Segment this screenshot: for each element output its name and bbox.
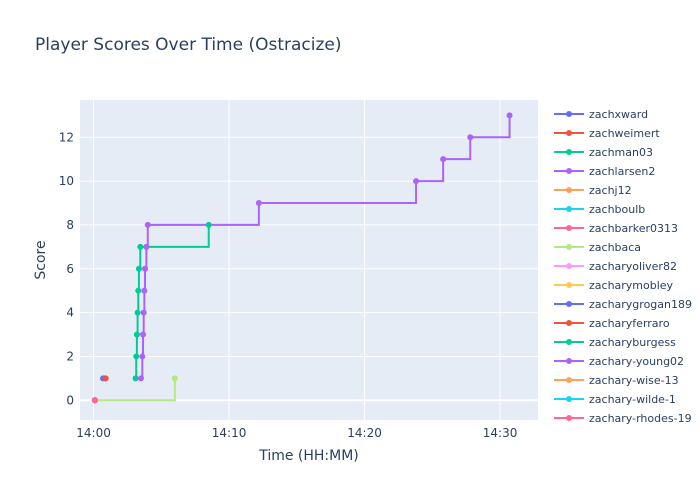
legend-item-zachxward[interactable]: zachxward [554,108,648,121]
legend-swatch-marker [566,339,572,345]
data-point-zachman03 [137,243,144,250]
legend-item-label: zacharygrogan189 [589,298,692,311]
data-point-zachman03 [133,331,140,338]
plot-background [80,100,538,420]
legend-item-zacharygrogan189[interactable]: zacharygrogan189 [554,298,692,311]
chart-title: Player Scores Over Time (Ostracize) [35,35,342,55]
x-axis-label: Time (HH:MM) [258,448,359,464]
legend-item-zachbarker0313[interactable]: zachbarker0313 [554,222,678,235]
legend-swatch-marker [566,377,572,383]
legend-item-zacharyferraro[interactable]: zacharyferraro [554,317,670,330]
series-line-zachbaca [94,378,176,402]
data-point-zachlarsen2 [142,265,149,272]
data-point-zachlarsen2 [413,178,420,185]
legend-item-zachj12[interactable]: zachj12 [554,184,632,197]
data-point-zachlarsen2 [140,309,147,316]
x-tick-labels: 14:00 14:10 14:20 14:30 [76,426,517,440]
legend-item-label: zachary-wise-13 [589,374,679,387]
data-point-zachlarsen2 [506,112,513,119]
legend-item-label: zachman03 [589,146,653,159]
legend-item-label: zachary-rhodes-19 [589,412,692,425]
legend-swatch-marker [566,320,572,326]
legend-swatch-marker [566,263,572,269]
legend-item-zacharyoliver82[interactable]: zacharyoliver82 [554,260,677,273]
legend[interactable]: zachxward zachweimert zachman03 zachlarsen2… [554,108,692,425]
y-tick-label: 2 [66,349,74,363]
legend-swatch-marker [566,415,572,421]
legend-swatch-marker [566,301,572,307]
legend-swatch-marker [566,225,572,231]
grid-lines [80,100,538,420]
legend-item-zachary-rhodes-19[interactable]: zachary-rhodes-19 [554,412,692,425]
legend-item-label: zacharyferraro [589,317,670,330]
data-point-zachlarsen2 [467,134,474,141]
legend-item-label: zacharyoliver82 [589,260,677,273]
legend-swatch-marker [566,358,572,364]
x-tick-label: 14:20 [347,426,382,440]
y-tick-label: 12 [59,130,74,144]
legend-item-zachlarsen2[interactable]: zachlarsen2 [554,165,655,178]
legend-swatch-marker [566,396,572,402]
data-point-zachlarsen2 [144,221,151,228]
data-point-zachbaca [171,375,178,382]
data-point-zachlarsen2 [140,331,147,338]
legend-item-zachboulb[interactable]: zachboulb [554,203,645,216]
legend-item-label: zachary-wilde-1 [589,393,676,406]
data-point-zachman03 [205,221,212,228]
legend-item-zacharyburgess[interactable]: zacharyburgess [554,336,676,349]
legend-item-zachman03[interactable]: zachman03 [554,146,653,159]
data-point-zachweimert [102,375,109,382]
data-point-zachlarsen2 [143,243,150,250]
legend-item-zachary-wise-13[interactable]: zachary-wise-13 [554,374,679,387]
legend-item-label: zachbaca [589,241,641,254]
y-tick-label: 0 [66,393,74,407]
legend-swatch-marker [566,244,572,250]
legend-item-label: zachlarsen2 [589,165,655,178]
y-tick-label: 4 [66,306,74,320]
legend-item-label: zachxward [589,108,648,121]
legend-item-zachary-wilde-1[interactable]: zachary-wilde-1 [554,393,676,406]
legend-items: zachxward zachweimert zachman03 zachlarsen2… [554,108,692,425]
legend-item-label: zacharymobley [589,279,674,292]
legend-item-zachweimert[interactable]: zachweimert [554,127,660,140]
legend-swatch-marker [566,206,572,212]
data-point-zachman03 [134,309,141,316]
data-point-zachlarsen2 [141,287,148,294]
legend-swatch-marker [566,187,572,193]
legend-item-label: zachboulb [589,203,645,216]
y-tick-label: 10 [59,174,74,188]
x-tick-label: 14:30 [483,426,518,440]
legend-swatch-marker [566,168,572,174]
data-point-zachman03 [135,265,142,272]
legend-item-zachary-young02[interactable]: zachary-young02 [554,355,684,368]
data-point-zachlarsen2 [255,200,262,207]
x-tick-label: 14:00 [76,426,111,440]
data-point-zachman03 [132,375,139,382]
legend-swatch-marker [566,282,572,288]
y-tick-labels: 0 2 4 6 8 10 12 [59,130,74,407]
legend-item-label: zachj12 [589,184,632,197]
data-point-zachlarsen2 [139,353,146,360]
data-point-zachary-rhodes-19 [91,397,98,404]
data-point-zachlarsen2 [440,156,447,163]
legend-item-label: zachary-young02 [589,355,684,368]
y-tick-label: 6 [66,262,74,276]
y-axis-label: Score [33,240,49,279]
legend-swatch-marker [566,130,572,136]
data-point-zachman03 [133,353,140,360]
y-tick-label: 8 [66,218,74,232]
x-tick-label: 14:10 [212,426,247,440]
legend-item-label: zacharyburgess [589,336,676,349]
legend-swatch-marker [566,149,572,155]
data-point-zachlarsen2 [137,375,144,382]
legend-item-label: zachweimert [589,127,660,140]
series-points [91,112,513,404]
legend-swatch-marker [566,111,572,117]
data-point-zachman03 [135,287,142,294]
legend-item-zachbaca[interactable]: zachbaca [554,241,641,254]
legend-item-label: zachbarker0313 [589,222,678,235]
legend-item-zacharymobley[interactable]: zacharymobley [554,279,674,292]
